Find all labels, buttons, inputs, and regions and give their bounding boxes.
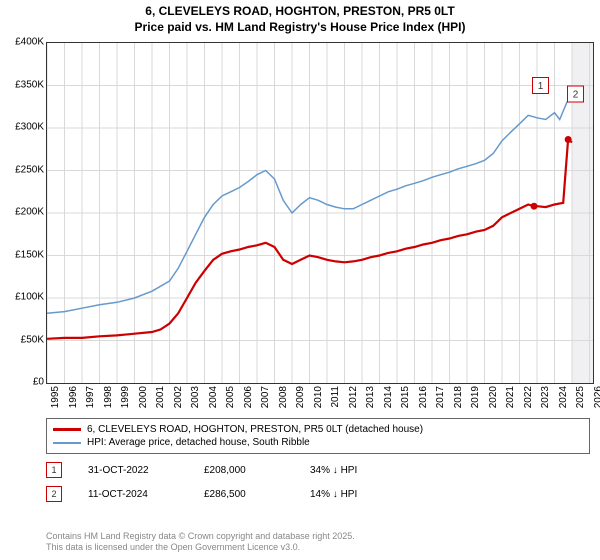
x-tick-label: 1999 xyxy=(120,386,131,408)
marker-badge-1: 1 xyxy=(46,462,62,478)
x-tick-label: 1998 xyxy=(103,386,114,408)
x-tick-label: 2005 xyxy=(225,386,236,408)
y-tick-label: £50K xyxy=(4,334,44,345)
x-tick-label: 2021 xyxy=(505,386,516,408)
plot-area: 12 xyxy=(46,42,594,384)
chart-container: { "title_line1": "6, CLEVELEYS ROAD, HOG… xyxy=(0,0,600,560)
x-tick-label: 2019 xyxy=(470,386,481,408)
legend-label-price: 6, CLEVELEYS ROAD, HOGHTON, PRESTON, PR5… xyxy=(87,424,423,435)
title-line2: Price paid vs. HM Land Registry's House … xyxy=(135,20,466,34)
x-tick-label: 2012 xyxy=(348,386,359,408)
y-tick-label: £150K xyxy=(4,249,44,260)
x-tick-label: 2025 xyxy=(575,386,586,408)
x-tick-label: 2008 xyxy=(278,386,289,408)
x-tick-label: 2002 xyxy=(173,386,184,408)
legend-item-hpi: HPI: Average price, detached house, Sout… xyxy=(53,436,583,449)
marker-badge-2: 2 xyxy=(46,486,62,502)
x-tick-label: 2006 xyxy=(243,386,254,408)
transaction-row-2: 2 11-OCT-2024 £286,500 14% ↓ HPI xyxy=(46,486,357,502)
footer-line1: Contains HM Land Registry data © Crown c… xyxy=(46,531,355,541)
x-tick-label: 2016 xyxy=(418,386,429,408)
x-tick-label: 2015 xyxy=(400,386,411,408)
x-tick-label: 2023 xyxy=(540,386,551,408)
title-line1: 6, CLEVELEYS ROAD, HOGHTON, PRESTON, PR5… xyxy=(145,4,454,18)
svg-text:2: 2 xyxy=(573,90,579,101)
footer-attribution: Contains HM Land Registry data © Crown c… xyxy=(46,531,355,554)
x-tick-label: 2013 xyxy=(365,386,376,408)
x-tick-label: 2020 xyxy=(488,386,499,408)
x-tick-label: 2017 xyxy=(435,386,446,408)
svg-text:1: 1 xyxy=(538,81,544,92)
x-tick-label: 2003 xyxy=(190,386,201,408)
legend-label-hpi: HPI: Average price, detached house, Sout… xyxy=(87,437,310,448)
x-tick-label: 2001 xyxy=(155,386,166,408)
legend: 6, CLEVELEYS ROAD, HOGHTON, PRESTON, PR5… xyxy=(46,418,590,454)
y-tick-label: £400K xyxy=(4,37,44,48)
x-tick-label: 2011 xyxy=(330,386,341,408)
y-tick-label: £250K xyxy=(4,164,44,175)
x-tick-label: 1996 xyxy=(68,386,79,408)
x-tick-label: 1995 xyxy=(50,386,61,408)
x-tick-label: 2000 xyxy=(138,386,149,408)
legend-item-price: 6, CLEVELEYS ROAD, HOGHTON, PRESTON, PR5… xyxy=(53,423,583,436)
x-tick-label: 2010 xyxy=(313,386,324,408)
legend-swatch-hpi xyxy=(53,442,81,444)
legend-swatch-price xyxy=(53,428,81,431)
x-tick-label: 2022 xyxy=(523,386,534,408)
y-tick-label: £200K xyxy=(4,207,44,218)
x-tick-label: 2024 xyxy=(558,386,569,408)
x-tick-label: 2014 xyxy=(383,386,394,408)
transaction-delta-2: 14% ↓ HPI xyxy=(310,489,357,500)
footer-line2: This data is licensed under the Open Gov… xyxy=(46,542,300,552)
transaction-price-2: £286,500 xyxy=(204,489,284,500)
transaction-date-2: 11-OCT-2024 xyxy=(88,489,178,500)
transaction-date-1: 31-OCT-2022 xyxy=(88,465,178,476)
x-tick-label: 2004 xyxy=(208,386,219,408)
x-tick-label: 2009 xyxy=(295,386,306,408)
transaction-row-1: 1 31-OCT-2022 £208,000 34% ↓ HPI xyxy=(46,462,357,478)
transaction-delta-1: 34% ↓ HPI xyxy=(310,465,357,476)
y-tick-label: £0 xyxy=(4,377,44,388)
transaction-price-1: £208,000 xyxy=(204,465,284,476)
y-tick-label: £300K xyxy=(4,122,44,133)
chart-title: 6, CLEVELEYS ROAD, HOGHTON, PRESTON, PR5… xyxy=(0,0,600,35)
y-tick-label: £100K xyxy=(4,292,44,303)
x-tick-label: 2007 xyxy=(260,386,271,408)
x-tick-label: 2018 xyxy=(453,386,464,408)
x-tick-label: 2026 xyxy=(593,386,600,408)
y-tick-label: £350K xyxy=(4,79,44,90)
x-tick-label: 1997 xyxy=(85,386,96,408)
chart-svg: 12 xyxy=(47,43,593,383)
